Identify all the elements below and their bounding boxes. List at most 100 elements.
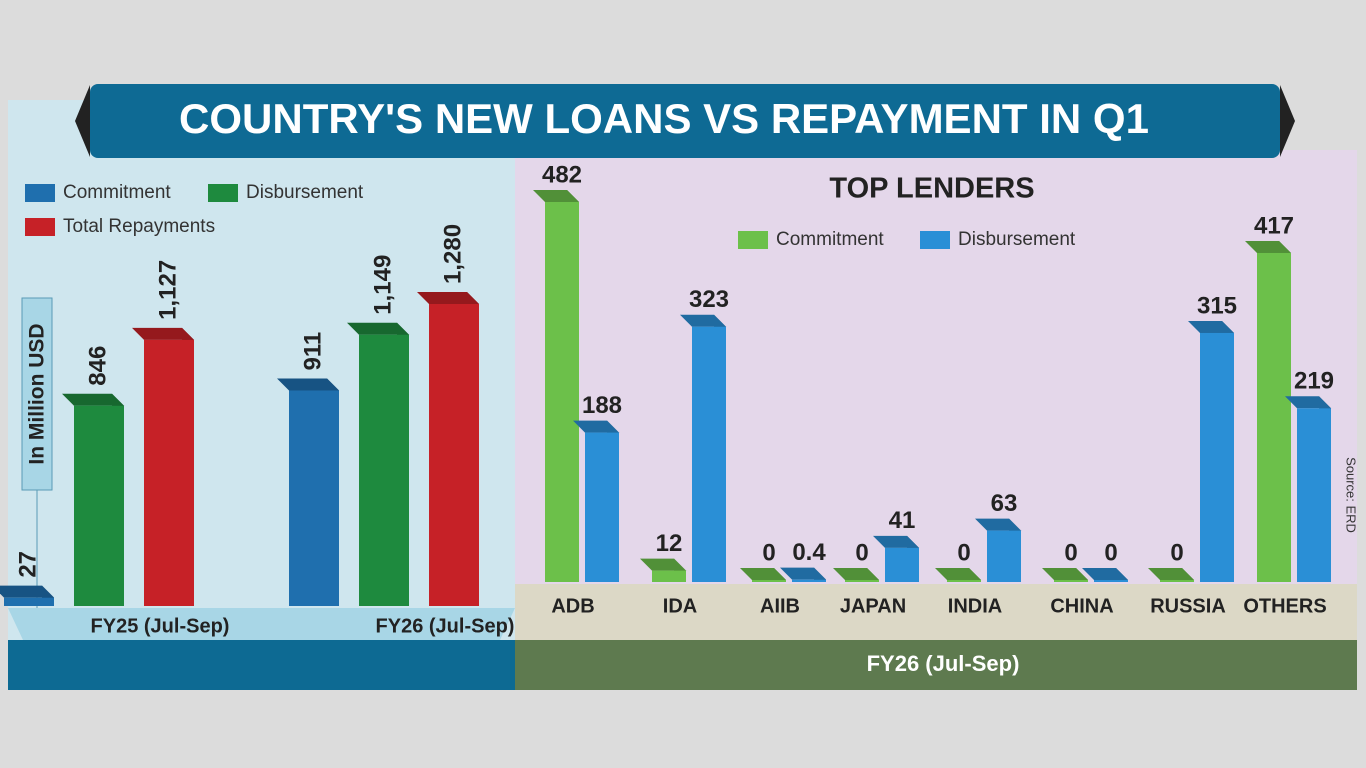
value-label: 846 <box>84 346 111 386</box>
source: Source: ERD <box>1344 457 1359 533</box>
x-tick-label: RUSSIA <box>1150 595 1226 617</box>
chart-subtitle: TOP LENDERS <box>829 173 1034 205</box>
bar-top <box>1148 568 1194 580</box>
bar <box>585 432 619 582</box>
bar-top <box>347 322 409 335</box>
value-label: 219 <box>1294 368 1334 395</box>
value-label: 0 <box>855 539 868 566</box>
value-label: 0 <box>762 539 775 566</box>
x-tick-label: IDA <box>663 595 697 617</box>
bar-top <box>640 558 686 571</box>
value-label: 315 <box>1197 292 1237 319</box>
chart-title: COUNTRY'S NEW LOANS VS REPAYMENT IN Q1 <box>179 95 1149 142</box>
value-label: 0 <box>1170 539 1183 566</box>
bar-top <box>62 393 124 406</box>
bar-top <box>1188 320 1234 333</box>
bar <box>885 547 919 582</box>
value-label: 1,149 <box>369 255 396 315</box>
right-footer <box>515 640 1357 690</box>
bar-top <box>0 585 54 598</box>
value-label: 188 <box>582 392 622 419</box>
value-label: 41 <box>889 507 916 534</box>
value-label: 482 <box>542 161 582 188</box>
bar-top <box>935 568 981 580</box>
left-footer <box>8 640 515 690</box>
legend-swatch <box>208 184 238 202</box>
value-label: 1,127 <box>154 260 181 320</box>
bar-top <box>573 420 619 433</box>
bar <box>1160 580 1194 582</box>
bar-top <box>1082 568 1128 580</box>
left-floor <box>8 608 515 640</box>
value-label: 0 <box>1064 539 1077 566</box>
bar <box>1094 580 1128 582</box>
right-floor <box>515 584 1357 640</box>
bar <box>692 326 726 582</box>
bar <box>4 597 54 606</box>
bar-top <box>833 568 879 580</box>
bar <box>289 390 339 606</box>
bar-top <box>740 568 786 580</box>
bar <box>359 334 409 606</box>
bar <box>1200 332 1234 582</box>
bar <box>74 405 124 606</box>
x-tick-label: JAPAN <box>840 595 906 617</box>
bar <box>1297 408 1331 582</box>
value-label: 323 <box>689 286 729 313</box>
x-tick-label: AIIB <box>760 595 800 617</box>
y-axis-label: In Million USD <box>26 323 49 464</box>
bar <box>752 580 786 582</box>
x-tick-label: FY26 (Jul-Sep) <box>376 615 515 637</box>
bar <box>845 580 879 582</box>
banner-tip <box>75 85 90 157</box>
value-label: 0.4 <box>792 539 826 566</box>
bar-top <box>680 314 726 327</box>
legend-swatch <box>920 231 950 249</box>
bar <box>144 339 194 606</box>
value-label: 0 <box>957 539 970 566</box>
banner-tip <box>1280 85 1295 157</box>
bar-top <box>1042 568 1088 580</box>
legend-swatch <box>25 184 55 202</box>
x-tick-label: INDIA <box>948 595 1002 617</box>
legend-label: Commitment <box>63 182 171 203</box>
value-label: 63 <box>991 490 1018 517</box>
legend-swatch <box>25 218 55 236</box>
bar-top <box>277 378 339 391</box>
value-label: 0 <box>1104 539 1117 566</box>
value-label: 12 <box>656 530 683 557</box>
x-tick-label: FY25 (Jul-Sep) <box>91 615 230 637</box>
legend-label: Disbursement <box>246 182 364 203</box>
bar-top <box>417 292 479 304</box>
value-label: 417 <box>1254 212 1294 239</box>
bar <box>947 580 981 582</box>
bar <box>429 304 479 606</box>
x-tick-label: CHINA <box>1050 595 1113 617</box>
bar-top <box>132 327 194 340</box>
bar <box>792 579 826 582</box>
bar <box>652 570 686 582</box>
bar <box>987 530 1021 582</box>
bar <box>545 202 579 582</box>
value-label: 27 <box>14 551 41 578</box>
bar-top <box>1245 240 1291 253</box>
bar-top <box>975 518 1021 531</box>
bar-top <box>533 190 579 202</box>
value-label: 911 <box>299 332 326 371</box>
value-label: 1,280 <box>439 224 466 284</box>
legend-label: Total Repayments <box>63 216 215 237</box>
x-tick-label: ADB <box>551 595 594 617</box>
legend-label: Disbursement <box>958 229 1076 250</box>
legend-swatch <box>738 231 768 249</box>
x-tick-label: OTHERS <box>1243 595 1326 617</box>
x-axis-label: FY26 (Jul-Sep) <box>867 651 1020 676</box>
bar-top <box>873 535 919 548</box>
bar <box>1054 580 1088 582</box>
bar-top <box>780 567 826 580</box>
bar <box>1257 252 1291 582</box>
bar-top <box>1285 396 1331 409</box>
legend-label: Commitment <box>776 229 884 250</box>
title-banner <box>90 84 1280 158</box>
